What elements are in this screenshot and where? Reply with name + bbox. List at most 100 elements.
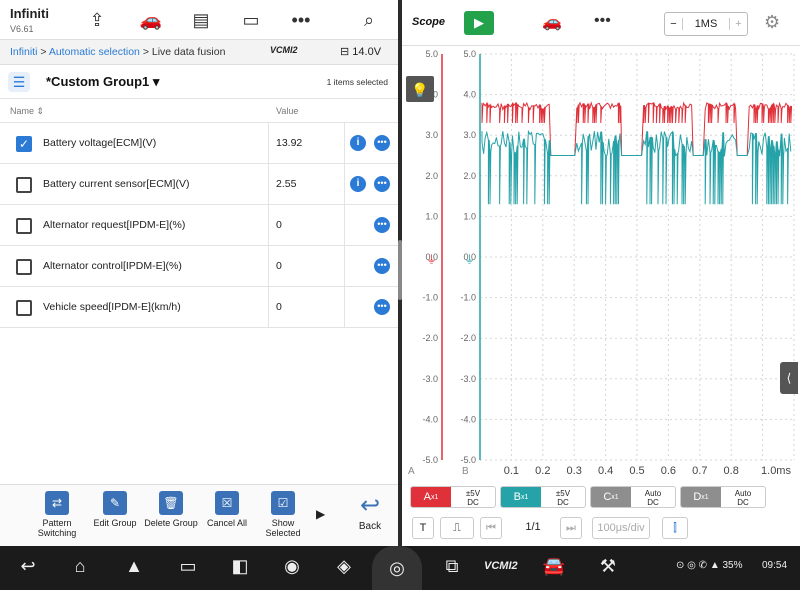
vci-icon[interactable]: ◉ <box>284 556 300 576</box>
trigger-edge-icon[interactable]: ⎍ <box>440 517 474 539</box>
vehicle-upload-icon[interactable]: ⇪ <box>89 9 105 30</box>
column-divider <box>344 123 345 163</box>
y-tick-label-a: -1.0 <box>422 293 438 303</box>
y-tick-label-b: -4.0 <box>460 414 476 424</box>
group-selector[interactable]: *Custom Group1 ▾ <box>46 74 160 89</box>
expand-panel-tab[interactable]: ⟨ <box>780 362 798 394</box>
more-options-icon[interactable]: ••• <box>374 135 390 151</box>
car-home-icon[interactable]: ▲ <box>125 556 143 576</box>
row-checkbox[interactable] <box>16 177 32 193</box>
search-icon[interactable]: ⌕ <box>363 9 375 30</box>
split-divider[interactable] <box>398 0 402 546</box>
home-icon[interactable]: ⌂ <box>74 556 86 576</box>
show-selected-button[interactable]: ☑ Show Selected <box>254 491 312 538</box>
nav-back-icon[interactable]: ↩ <box>20 556 36 576</box>
axis-corner-a: A <box>408 466 415 477</box>
left-footer: ⇄ Pattern Switching ✎ Edit Group 🗑 Delete G… <box>0 484 398 546</box>
camera-icon[interactable]: ◎ <box>372 546 422 590</box>
time-div-selector[interactable]: 100μs/div <box>592 517 650 539</box>
table-row[interactable]: Vehicle speed[IPDM-E](km/h) 0 ••• <box>0 287 398 328</box>
car-icon[interactable]: 🚗 <box>139 9 163 30</box>
sort-name-header[interactable]: Name ⇕ <box>10 106 45 116</box>
timebase-increase-button[interactable]: + <box>729 18 747 30</box>
x-tick-label: 0.1 <box>504 465 519 477</box>
ground-marker-b: ⏚ <box>464 253 475 266</box>
x-tick-label: 0.6 <box>661 465 676 477</box>
breadcrumb: Infiniti > Automatic selection > Live da… <box>0 40 398 65</box>
pattern-icon: ⇄ <box>45 491 69 515</box>
breadcrumb-automatic-selection[interactable]: Automatic selection <box>48 46 140 58</box>
y-tick-label-b: 5.0 <box>463 49 476 59</box>
system-navbar: ↩ ⌂ ▲ ▭ ◧ ◉ ◈ ◎ ⧉ VCMI2 🚘 ⚒ ⊙ ◎ ✆ ▲ 35% … <box>0 546 800 590</box>
scope-header: Scope ▶ 🚗 ••• − 1MS + ⚙ <box>402 0 800 46</box>
more-options-icon[interactable]: ••• <box>374 217 390 233</box>
column-divider <box>344 164 345 204</box>
vcmi-nav-label[interactable]: VCMI2 <box>484 560 518 572</box>
row-checkbox[interactable] <box>16 300 32 316</box>
divider-grip[interactable] <box>398 240 402 300</box>
cursor-icon[interactable]: ⫿ <box>662 517 688 539</box>
x-tick-label: 0.8 <box>724 465 739 477</box>
play-button[interactable]: ▶ <box>464 11 494 35</box>
app-version: V6.61 <box>10 24 34 34</box>
column-divider <box>268 164 269 204</box>
delete-group-button[interactable]: 🗑 Delete Group <box>142 491 200 528</box>
multi-screen-icon[interactable]: ⧉ <box>445 556 459 576</box>
table-row[interactable]: ✓ Battery voltage[ECM](V) 13.92 i ••• <box>0 123 398 164</box>
breadcrumb-live-data: Live data fusion <box>151 46 226 58</box>
footer-next-arrow-icon[interactable]: ▶ <box>316 507 326 521</box>
info-icon[interactable]: i <box>350 176 366 192</box>
split-screen-icon[interactable]: ◧ <box>231 556 249 576</box>
timebase-decrease-button[interactable]: − <box>665 18 683 30</box>
waveform-svg: 5.05.04.04.03.03.02.02.01.01.00.00.0-1.0… <box>406 49 795 477</box>
cancel-all-button[interactable]: ☒ Cancel All <box>198 491 256 528</box>
next-page-button[interactable]: ⏭ <box>560 517 582 539</box>
table-row[interactable]: Alternator request[IPDM-E](%) 0 ••• <box>0 205 398 246</box>
table-row[interactable]: Battery current sensor[ECM](V) 2.55 i ••• <box>0 164 398 205</box>
info-icon[interactable]: i <box>350 135 366 151</box>
edit-group-button[interactable]: ✎ Edit Group <box>86 491 144 528</box>
y-tick-label-b: 3.0 <box>463 130 476 140</box>
breadcrumb-infiniti[interactable]: Infiniti <box>10 46 38 58</box>
car-diag-icon[interactable]: 🚘 <box>542 556 566 576</box>
row-name: Alternator control[IPDM-E](%) <box>43 260 182 272</box>
prev-page-button[interactable]: ⏮ <box>480 517 502 539</box>
card-icon[interactable]: ▭ <box>242 9 260 30</box>
more-icon[interactable]: ••• <box>291 9 311 30</box>
settings-gear-icon[interactable]: ⚙ <box>764 12 781 32</box>
scope-label: Scope <box>412 16 446 28</box>
y-tick-label-a: 3.0 <box>425 130 438 140</box>
waveform-plot[interactable]: 5.05.04.04.03.03.02.02.01.01.00.00.0-1.0… <box>402 46 800 478</box>
more-options-icon[interactable]: ••• <box>374 258 390 274</box>
column-divider <box>268 246 269 286</box>
back-button[interactable]: ↩ Back <box>348 491 392 532</box>
clock: 09:54 <box>762 560 788 571</box>
printer-icon[interactable]: ▤ <box>192 9 210 30</box>
recent-apps-icon[interactable]: ▭ <box>179 556 197 576</box>
axis-corner-b: B <box>462 466 469 477</box>
y-tick-label-b: 0.0 <box>463 252 476 262</box>
row-checkbox[interactable] <box>16 218 32 234</box>
more-options-icon[interactable]: ••• <box>374 299 390 315</box>
more-icon[interactable]: ••• <box>594 12 611 29</box>
menu-icon[interactable]: ☰ <box>8 72 30 92</box>
car-icon[interactable]: 🚗 <box>542 14 562 31</box>
x-tick-label: 0.2 <box>535 465 550 477</box>
more-options-icon[interactable]: ••• <box>374 176 390 192</box>
car-service-icon[interactable]: ⚒ <box>599 556 617 576</box>
y-tick-label-b: -2.0 <box>460 333 476 343</box>
pattern-switching-button[interactable]: ⇄ Pattern Switching <box>28 491 86 538</box>
row-checkbox[interactable]: ✓ <box>16 136 32 152</box>
trigger-button[interactable]: T <box>412 517 434 539</box>
status-icons: ⊙ ◎ ✆ ▲ 35% <box>676 560 743 571</box>
y-tick-label-a: -2.0 <box>422 333 438 343</box>
row-checkbox[interactable] <box>16 259 32 275</box>
table-row[interactable]: Alternator control[IPDM-E](%) 0 ••• <box>0 246 398 287</box>
browser-icon[interactable]: ◈ <box>337 556 351 576</box>
